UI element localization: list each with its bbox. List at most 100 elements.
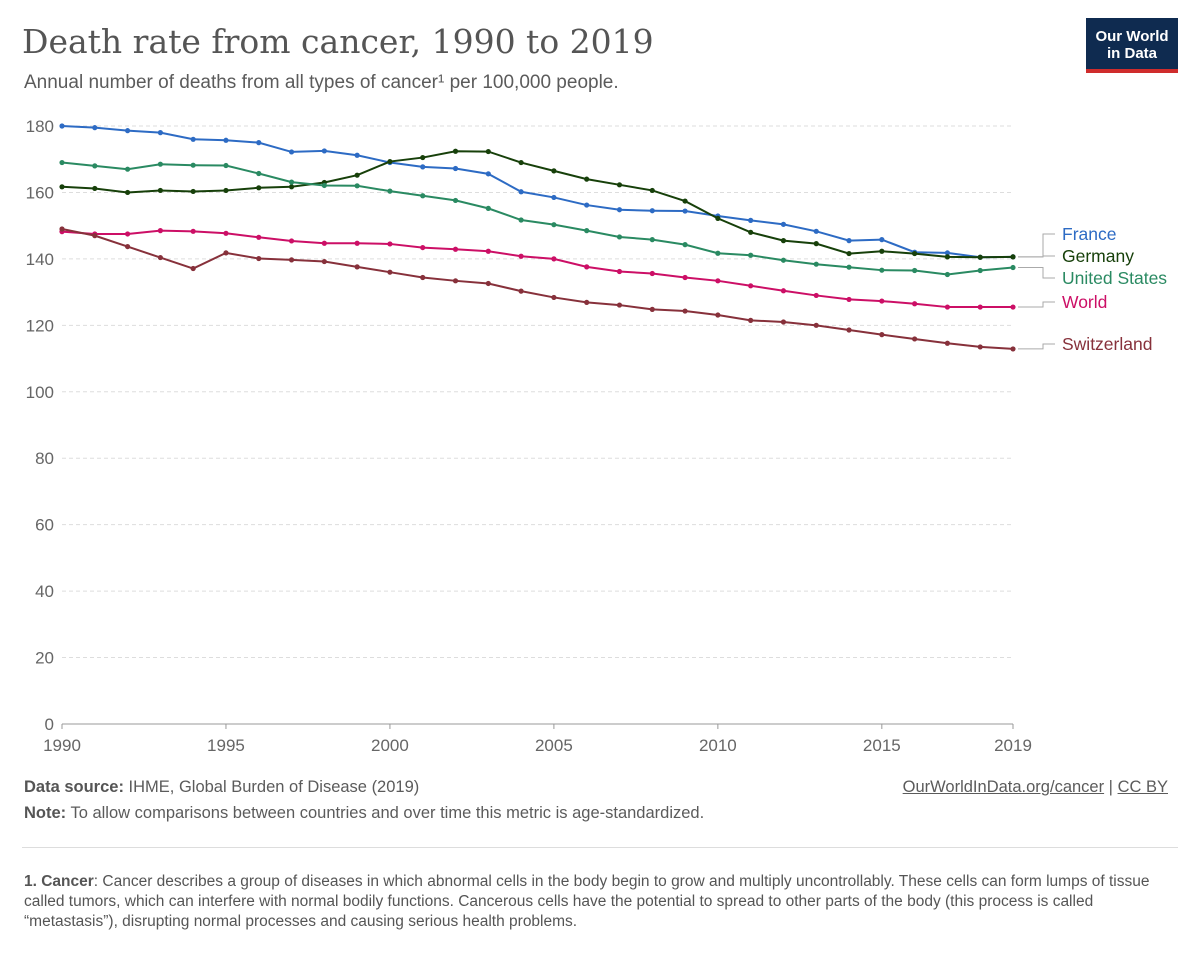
data-point bbox=[124, 189, 131, 196]
x-tick-label: 1990 bbox=[43, 736, 81, 755]
data-point bbox=[748, 252, 754, 258]
data-point bbox=[190, 136, 196, 142]
data-point bbox=[157, 161, 163, 167]
data-point bbox=[485, 148, 491, 155]
data-point bbox=[649, 306, 655, 312]
x-tick-label: 2000 bbox=[371, 736, 409, 755]
data-point bbox=[387, 158, 393, 165]
legend-connector bbox=[1018, 255, 1055, 258]
data-point bbox=[551, 168, 557, 174]
data-point bbox=[452, 148, 459, 154]
data-point bbox=[879, 298, 885, 304]
data-point bbox=[551, 294, 557, 301]
note: Note: To allow comparisons between count… bbox=[24, 804, 704, 823]
data-point bbox=[584, 176, 590, 182]
data-point bbox=[944, 340, 951, 346]
data-point bbox=[780, 221, 787, 227]
x-tick-label: 1995 bbox=[207, 736, 245, 755]
chart-subtitle: Annual number of deaths from all types o… bbox=[24, 72, 619, 93]
data-point bbox=[124, 166, 131, 172]
data-point bbox=[649, 270, 655, 277]
data-point bbox=[846, 238, 852, 244]
data-point bbox=[452, 246, 459, 252]
data-point bbox=[92, 163, 98, 169]
data-point bbox=[715, 215, 721, 221]
data-point bbox=[223, 250, 229, 256]
data-point bbox=[846, 296, 852, 303]
data-point bbox=[715, 312, 721, 318]
data-point bbox=[288, 149, 295, 155]
data-point bbox=[59, 184, 65, 190]
data-point bbox=[780, 288, 787, 294]
data-point bbox=[879, 267, 885, 273]
data-point bbox=[485, 171, 491, 177]
logo-line2: in Data bbox=[1106, 45, 1157, 62]
data-point bbox=[485, 205, 491, 211]
data-point bbox=[354, 240, 360, 246]
data-point bbox=[354, 264, 360, 270]
source-label: Data source: bbox=[24, 778, 124, 796]
data-point bbox=[157, 228, 163, 234]
data-point bbox=[879, 237, 885, 243]
data-point bbox=[223, 162, 229, 169]
data-point bbox=[518, 217, 524, 223]
data-point bbox=[452, 278, 459, 284]
data-point bbox=[616, 182, 623, 188]
logo-line1: Our World bbox=[1095, 28, 1169, 45]
owid-logo[interactable]: Our World in Data bbox=[1086, 18, 1178, 73]
data-point bbox=[256, 170, 262, 177]
note-label: Note: bbox=[24, 804, 67, 822]
y-tick-label: 40 bbox=[35, 582, 54, 601]
footnote-label: 1. Cancer bbox=[24, 873, 94, 890]
cancer-link[interactable]: OurWorldInData.org/cancer bbox=[902, 778, 1105, 796]
data-point bbox=[977, 344, 983, 350]
data-point bbox=[748, 217, 754, 223]
chart-title: Death rate from cancer, 1990 to 2019 bbox=[22, 22, 654, 61]
data-point bbox=[354, 183, 360, 189]
data-point bbox=[321, 148, 327, 154]
data-point bbox=[387, 269, 393, 275]
data-point bbox=[321, 258, 327, 265]
data-point bbox=[1010, 254, 1016, 260]
x-tick-label: 2010 bbox=[699, 736, 737, 755]
data-point bbox=[616, 302, 623, 308]
series-line-switzerland bbox=[61, 228, 1014, 350]
data-source: Data source: IHME, Global Burden of Dise… bbox=[24, 778, 419, 797]
legend-connector bbox=[1018, 301, 1055, 308]
data-point bbox=[584, 228, 590, 234]
data-point bbox=[190, 188, 196, 195]
data-point bbox=[485, 280, 491, 287]
data-point bbox=[256, 234, 262, 240]
data-point bbox=[682, 274, 688, 281]
data-point bbox=[223, 230, 229, 236]
data-point bbox=[124, 128, 131, 134]
attribution: OurWorldInData.org/cancer | CC BY bbox=[903, 778, 1168, 797]
legend-connector bbox=[1018, 343, 1055, 350]
data-point bbox=[780, 238, 787, 244]
data-point bbox=[288, 184, 295, 190]
data-point bbox=[256, 140, 262, 146]
data-point bbox=[780, 319, 787, 325]
data-point bbox=[518, 253, 524, 259]
data-point bbox=[649, 187, 655, 194]
legend-label: United States bbox=[1062, 268, 1167, 288]
data-point bbox=[748, 229, 754, 235]
data-point bbox=[682, 198, 688, 204]
data-point bbox=[420, 164, 426, 170]
y-tick-label: 60 bbox=[35, 516, 54, 535]
license-link[interactable]: CC BY bbox=[1117, 778, 1168, 796]
data-point bbox=[288, 179, 295, 185]
data-point bbox=[879, 248, 885, 254]
data-point bbox=[59, 226, 65, 232]
data-point bbox=[551, 222, 557, 228]
data-point bbox=[584, 202, 590, 208]
data-point bbox=[518, 189, 524, 195]
data-point bbox=[616, 207, 623, 213]
legend-connector bbox=[1018, 233, 1055, 258]
data-point bbox=[387, 241, 393, 247]
y-tick-label: 100 bbox=[26, 383, 54, 402]
data-point bbox=[944, 271, 951, 278]
data-point bbox=[157, 254, 163, 261]
data-point bbox=[715, 250, 721, 256]
data-point bbox=[616, 268, 623, 275]
